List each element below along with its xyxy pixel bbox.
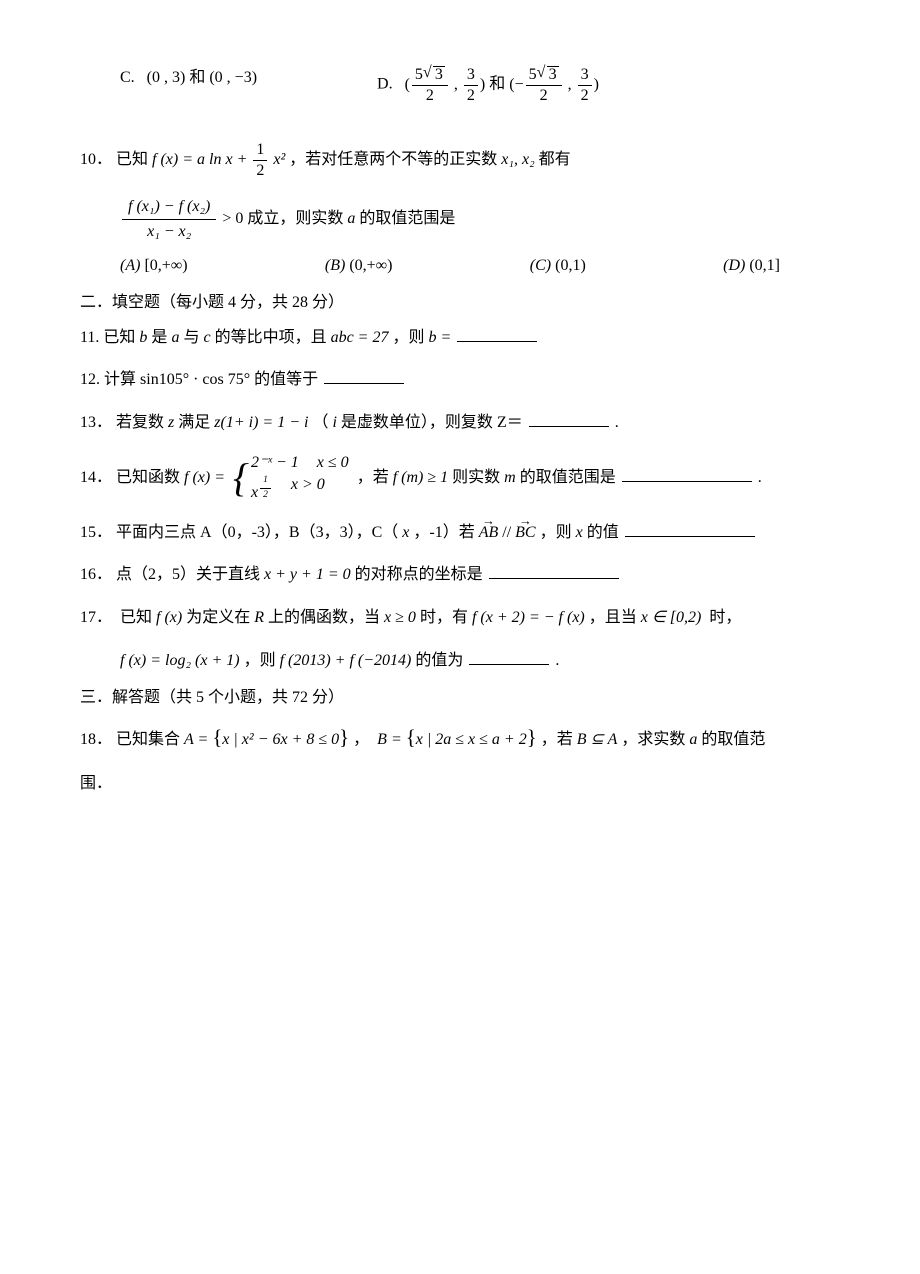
blank [457,327,537,341]
section-2-heading: 二．填空题（每小题 4 分，共 28 分） [80,289,840,318]
blank [469,651,549,665]
q16: 16． 点（2，5）关于直线 x + y + 1 = 0 的对称点的坐标是 [80,561,840,590]
blank [324,370,404,384]
blank [489,565,619,579]
q17-line2: f (x) = log₂ (x + 1) ，则 f (2013) + f (−2… [80,647,840,676]
piecewise: { 2⁻ˣ − 1x ≤ 0 x12x > 0 [233,452,349,505]
q12: 12. 计算 sin105° · cos 75° 的值等于 [80,366,840,395]
q17: 17． 已知 f (x) 为定义在 R 上的偶函数，当 x ≥ 0 时，有 f … [80,604,840,633]
q11: 11. 已知 b 是 a 与 c 的等比中项，且 abc = 27 ，则 b = [80,324,840,353]
q10: 10． 已知 f (x) = a ln x + 12 x² ，若对任意两个不等的… [80,140,840,181]
blank [625,522,755,536]
q18-line2: 围． [80,770,840,799]
q14: 14． 已知函数 f (x) = { 2⁻ˣ − 1x ≤ 0 x12x > 0… [80,452,840,505]
q15: 15． 平面内三点 A（0，-3），B（3，3），C（ x ，-1）若 AB /… [80,519,840,548]
q10-options: (A) [0,+∞) (B) (0,+∞) (C) (0,1) (D) (0,1… [80,252,840,281]
q9-options-cd: C. (0 , 3) 和 (0 , −3) D. (532 , 32) 和 (−… [80,64,840,106]
q9-optC: C. (0 , 3) 和 (0 , −3) [120,64,257,106]
q9-optD: D. (532 , 32) 和 (−532 , 32) [337,64,599,106]
q18: 18． 已知集合 A = {x | x² − 6x + 8 ≤ 0} ， B =… [80,719,840,756]
q13: 13． 若复数 z 满足 z(1+ i) = 1 − i （ i 是虚数单位），… [80,409,840,438]
blank [529,413,609,427]
section-3-heading: 三．解答题（共 5 个小题，共 72 分） [80,684,840,713]
q10-line2: f (x₁) − f (x₂) x₁ − x₂ > 0 成立，则实数 a 的取值… [80,195,840,244]
blank [622,468,752,482]
